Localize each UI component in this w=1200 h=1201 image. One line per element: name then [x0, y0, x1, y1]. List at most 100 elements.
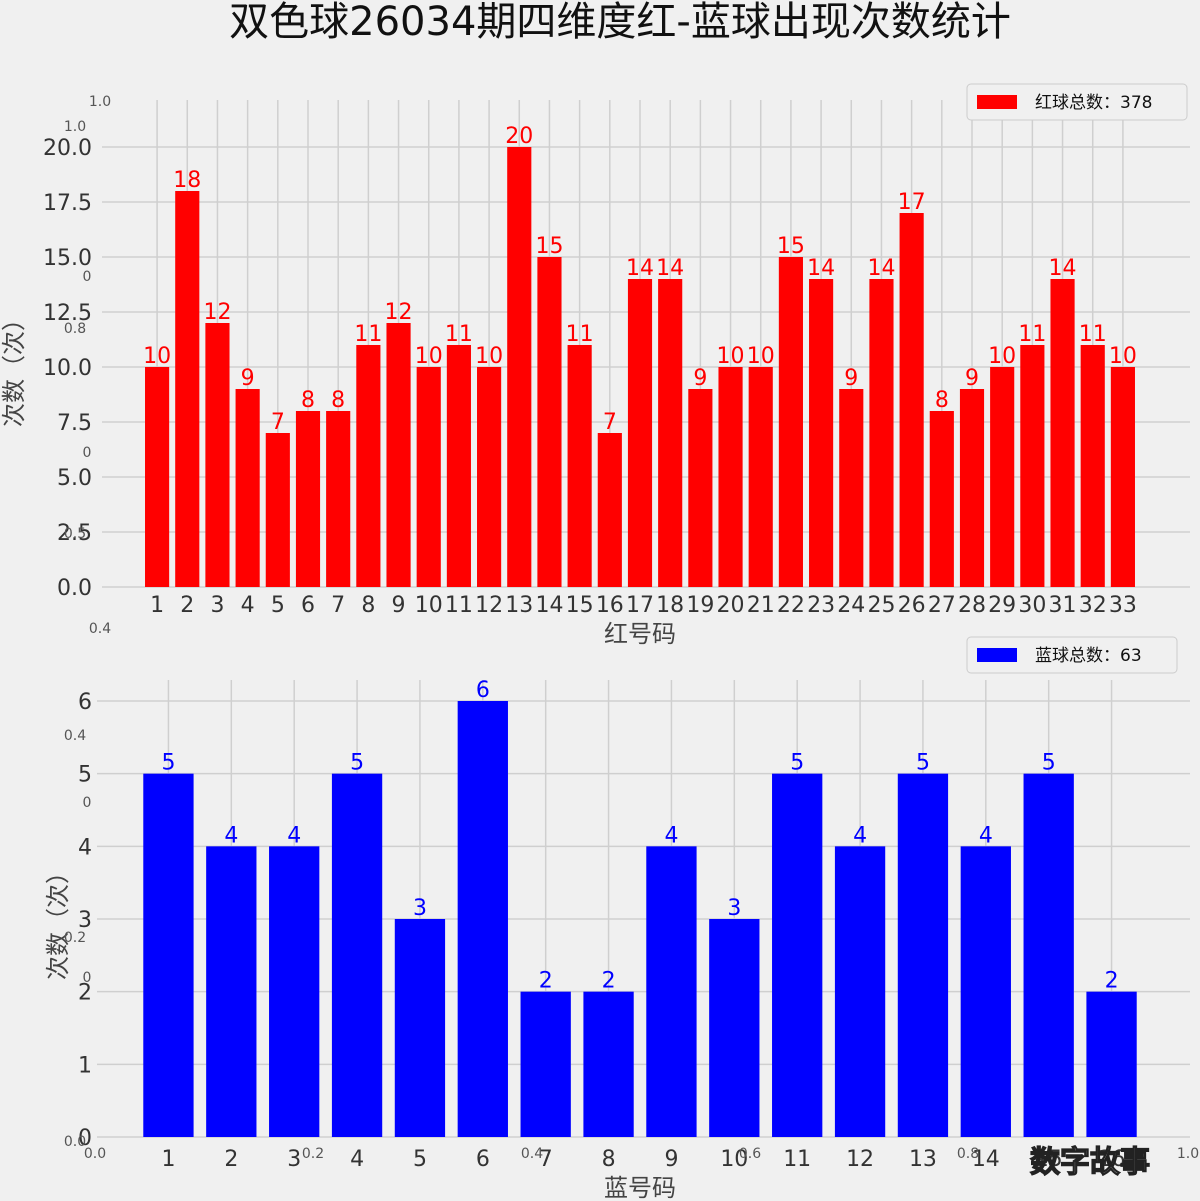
- x-axis-label: 蓝号码: [604, 1174, 676, 1201]
- red-bar-16: [597, 433, 622, 587]
- background-tick-label: 1.0: [64, 119, 86, 135]
- blue-value-label: 5: [350, 751, 364, 776]
- red-value-label: 14: [867, 256, 895, 281]
- background-axis-ticks: 1.01.000.800.50.40.400.200.00.0 0.2 0.4 0.6…: [64, 94, 1199, 1162]
- red-value-label: 12: [203, 300, 231, 325]
- x-tick-label: 25: [867, 593, 895, 618]
- x-tick-label: 6: [476, 1147, 490, 1172]
- x-tick-label: 33: [1109, 593, 1137, 618]
- red-bar-3: [205, 323, 230, 587]
- y-tick-label: 0.0: [57, 576, 92, 601]
- red-value-label: 7: [271, 410, 285, 435]
- blue-bar-16: [1086, 991, 1137, 1137]
- background-tick-label: 0: [83, 795, 92, 811]
- red-value-label: 15: [777, 234, 805, 259]
- x-tick-label: 12: [475, 593, 503, 618]
- x-tick-label: 9: [664, 1147, 678, 1172]
- x-tick-label: 8: [361, 593, 375, 618]
- red-value-label: 15: [535, 234, 563, 259]
- blue-bar-13: [897, 773, 949, 1137]
- red-bar-14: [537, 257, 562, 587]
- x-tick-label: 8: [602, 1147, 616, 1172]
- background-tick-label: 0.0: [64, 1134, 86, 1150]
- y-tick-label: 17.5: [43, 191, 92, 216]
- red-bar-20: [718, 367, 743, 587]
- red-bar-8: [356, 345, 381, 587]
- background-tick-label: 0.2: [302, 1146, 324, 1162]
- blue-ball-chart: 0123456514243543566272849310511412513414…: [44, 636, 1190, 1201]
- background-tick-label: 0.4: [89, 621, 111, 637]
- x-tick-label: 23: [807, 593, 835, 618]
- red-bar-4: [235, 389, 260, 587]
- red-value-label: 10: [747, 344, 775, 369]
- red-value-label: 14: [807, 256, 835, 281]
- x-tick-label: 21: [747, 593, 775, 618]
- x-tick-label: 16: [596, 593, 624, 618]
- red-value-label: 10: [988, 344, 1016, 369]
- x-tick-label: 18: [656, 593, 684, 618]
- blue-value-label: 6: [476, 678, 490, 703]
- blue-value-label: 2: [602, 969, 616, 994]
- x-tick-label: 9: [392, 593, 406, 618]
- x-tick-label: 5: [413, 1147, 427, 1172]
- x-tick-label: 3: [287, 1147, 301, 1172]
- x-tick-label: 12: [846, 1147, 874, 1172]
- blue-value-label: 5: [161, 751, 175, 776]
- x-tick-label: 2: [180, 593, 194, 618]
- red-bar-5: [265, 433, 290, 587]
- red-bar-10: [416, 367, 441, 587]
- background-tick-label: 0.6: [739, 1146, 761, 1162]
- x-tick-label: 16: [1098, 1147, 1126, 1172]
- background-tick-label: 0.5: [64, 526, 86, 542]
- y-tick-label: 10.0: [43, 356, 92, 381]
- background-tick-label: 0.4: [521, 1146, 543, 1162]
- background-tick-label: 0.8: [957, 1146, 979, 1162]
- y-axis-label: 次数（次）: [44, 860, 72, 980]
- red-bar-33: [1110, 367, 1135, 587]
- red-bar-6: [295, 411, 321, 587]
- blue-bar-9: [646, 846, 697, 1137]
- red-bar-11: [446, 345, 471, 587]
- blue-value-label: 5: [1042, 751, 1056, 776]
- red-bar-9: [386, 323, 411, 587]
- red-bar-30: [1020, 345, 1045, 587]
- y-tick-label: 2.5: [57, 521, 92, 546]
- y-tick-label: 5: [78, 763, 92, 788]
- blue-value-label: 4: [224, 823, 238, 848]
- background-tick-label: 0.4: [64, 728, 86, 744]
- y-tick-label: 20.0: [43, 136, 92, 161]
- red-bar-29: [990, 367, 1015, 587]
- red-value-label: 11: [1018, 322, 1046, 347]
- x-tick-label: 15: [566, 593, 594, 618]
- background-tick-label: 1.0: [1177, 1146, 1199, 1162]
- x-tick-label: 13: [909, 1147, 937, 1172]
- watermark-text: 数字故事: [1030, 1145, 1150, 1180]
- blue-bar-15: [1023, 773, 1074, 1137]
- x-tick-label: 26: [898, 593, 926, 618]
- red-value-label: 9: [965, 366, 979, 391]
- blue-bar-3: [269, 846, 320, 1137]
- blue-value-label: 2: [1105, 969, 1119, 994]
- x-tick-label: 4: [350, 1147, 364, 1172]
- red-bar-12: [477, 367, 502, 587]
- legend-label: 蓝球总数：63: [1035, 646, 1142, 666]
- blue-value-label: 3: [727, 896, 741, 921]
- red-bar-31: [1050, 279, 1075, 587]
- red-bar-26: [899, 213, 924, 587]
- background-tick-label: 0: [83, 269, 92, 285]
- y-tick-label: 4: [78, 835, 92, 860]
- legend-label: 红球总数：378: [1035, 93, 1152, 113]
- x-tick-label: 14: [535, 593, 563, 618]
- red-bar-19: [688, 389, 713, 587]
- red-value-label: 11: [445, 322, 473, 347]
- red-value-label: 14: [1049, 256, 1077, 281]
- red-value-label: 10: [143, 344, 171, 369]
- blue-bar-5: [394, 919, 446, 1137]
- background-tick-label: 1.0: [89, 94, 111, 110]
- x-tick-label: 2: [224, 1147, 238, 1172]
- red-value-label: 8: [301, 388, 315, 413]
- blue-value-label: 5: [790, 751, 804, 776]
- red-value-label: 10: [415, 344, 443, 369]
- background-tick-label: 0.8: [64, 321, 86, 337]
- blue-bar-7: [520, 991, 571, 1137]
